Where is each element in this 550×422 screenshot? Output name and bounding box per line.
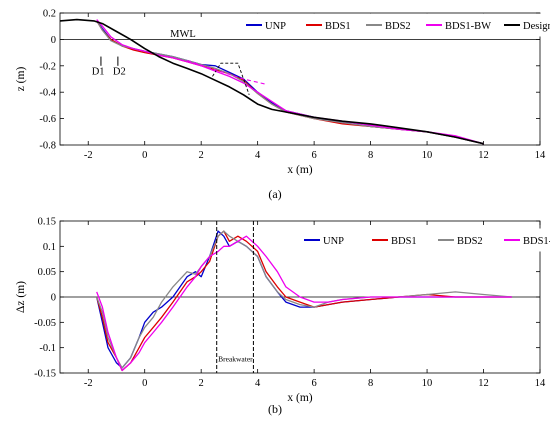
x-tick-label: 2 <box>199 150 204 161</box>
y-axis-label: Δz (m) <box>15 281 27 313</box>
legend-entry: BDS1-BW <box>445 21 491 32</box>
x-tick-label: 14 <box>535 150 546 161</box>
x-tick-label: 4 <box>255 150 261 161</box>
axes-box <box>59 12 541 146</box>
y-tick-label: -0.15 <box>34 369 56 380</box>
legend: UNP BDS1 BDS2 BDS1-BW Design profile <box>241 13 550 37</box>
x-tick-label: 4 <box>255 378 261 389</box>
legend-box <box>299 228 541 252</box>
legend-entry: BDS2 <box>385 21 411 32</box>
y-tick-label: -0.8 <box>39 141 56 152</box>
plot-area <box>60 18 484 145</box>
x-tick-label: 6 <box>311 150 316 161</box>
x-axis-label: x (m) <box>287 392 312 404</box>
legend-entry: BDS1 <box>325 21 351 32</box>
mwl-label: MWL <box>170 29 196 40</box>
plot-area <box>96 221 512 373</box>
x-axis-label: x (m) <box>287 164 312 176</box>
x-tick-label: 14 <box>535 378 546 389</box>
x-tick-label: 12 <box>478 378 489 389</box>
legend-entry: Design profile <box>523 21 550 32</box>
legend-entry: BDS2 <box>457 236 483 247</box>
series-line-bds1-bw <box>96 235 512 372</box>
panel-a: -2 0 2 4 6 8 10 12 14 0.2 0 -0.2 -0.4 -0.6 -0.8 x (m) z … <box>15 9 550 202</box>
y-tick-label: -0.2 <box>39 61 56 72</box>
x-tick-label: 0 <box>142 150 147 161</box>
series-line-design-profile <box>60 18 484 145</box>
y-tick-label: -0.6 <box>39 114 56 125</box>
series-line-bds1 <box>96 230 512 372</box>
x-tick-label: 10 <box>422 150 433 161</box>
breakwater-label: Breakwater <box>218 354 253 363</box>
legend-box <box>241 13 541 37</box>
legend-entry: UNP <box>265 21 286 32</box>
breakwater-dashed-profile <box>186 59 267 85</box>
y-tick-label: 0.15 <box>38 217 56 228</box>
y-tick-label: 0.1 <box>43 242 56 253</box>
series-line-unp <box>96 230 512 369</box>
x-tick-label: 12 <box>478 150 489 161</box>
x-tick-label: 8 <box>368 150 373 161</box>
panel-label: (a) <box>268 187 281 201</box>
legend-entry: UNP <box>323 236 344 247</box>
y-tick-label: -0.05 <box>34 318 56 329</box>
series-line-bds1-bw <box>96 19 484 145</box>
x-tick-label: 6 <box>311 378 316 389</box>
x-tick-label: 8 <box>368 378 373 389</box>
x-tick-label: -2 <box>84 150 93 161</box>
series-line-bds2 <box>96 230 512 369</box>
y-tick-label: 0.2 <box>43 9 56 20</box>
y-tick-label: 0 <box>51 293 56 304</box>
legend-entry: BDS1-BW <box>523 236 550 247</box>
panel-b: -2 0 2 4 6 8 10 12 14 0.15 0.1 0.05 0 -0.05 -0.1 -0.15 x… <box>15 217 550 417</box>
y-tick-label: 0.05 <box>38 267 56 278</box>
x-tick-label: 0 <box>142 378 147 389</box>
legend-entry: BDS1 <box>391 236 417 247</box>
x-tick-label: 10 <box>422 378 433 389</box>
panel-label: (b) <box>268 402 282 416</box>
y-tick-label: -0.1 <box>39 343 56 354</box>
y-axis-label: z (m) <box>15 67 27 92</box>
y-tick-label: 0 <box>51 35 56 46</box>
gauge-label-d1: D1 <box>92 66 105 77</box>
legend: UNP BDS1 BDS2 BDS1-BW <box>299 228 550 252</box>
x-tick-label: -2 <box>84 378 93 389</box>
y-tick-label: -0.4 <box>39 88 56 99</box>
gauge-label-d2: D2 <box>113 66 126 77</box>
x-tick-label: 2 <box>199 378 204 389</box>
